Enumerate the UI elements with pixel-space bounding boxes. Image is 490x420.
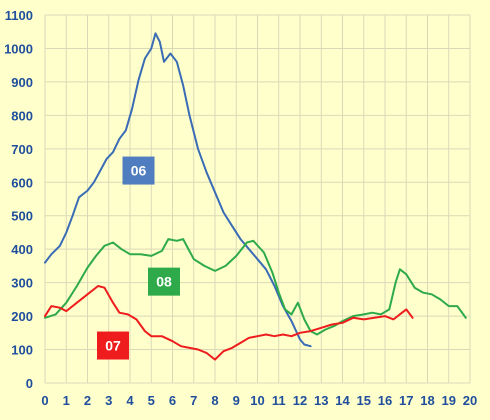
series-label-box — [148, 267, 180, 296]
x-tick-label: 0 — [41, 393, 48, 408]
series-line-06 — [44, 32, 312, 348]
x-tick-label: 3 — [105, 393, 112, 408]
series-label-text: 07 — [105, 338, 121, 354]
series-label-07: 07 — [97, 331, 129, 360]
y-tick-label: 800 — [11, 108, 33, 123]
x-tick-label: 20 — [463, 393, 477, 408]
y-tick-label: 600 — [11, 175, 33, 190]
axis-ticks: 0 1 2 3 4 5 6 7 8 9 10 11 12 13 14 15 16 17 18 19 2001002003… — [4, 8, 477, 408]
y-tick-label: 300 — [11, 276, 33, 291]
y-tick-label: 900 — [11, 75, 33, 90]
x-tick-label: 14 — [335, 393, 350, 408]
x-tick-label: 7 — [190, 393, 197, 408]
x-tick-label: 18 — [420, 393, 434, 408]
x-tick-label: 19 — [442, 393, 456, 408]
series-label-08: 08 — [148, 267, 180, 296]
series-label-box — [122, 156, 155, 185]
x-tick-label: 16 — [378, 393, 392, 408]
y-tick-label: 0 — [26, 376, 33, 391]
y-tick-label: 700 — [11, 142, 33, 157]
x-tick-label: 8 — [211, 393, 218, 408]
y-tick-label: 200 — [11, 309, 33, 324]
x-tick-label: 2 — [84, 393, 91, 408]
x-tick-label: 15 — [357, 393, 371, 408]
x-tick-label: 12 — [293, 393, 307, 408]
x-tick-label: 6 — [169, 393, 176, 408]
y-tick-label: 1100 — [5, 8, 33, 23]
x-tick-label: 4 — [126, 393, 134, 408]
x-tick-label: 13 — [314, 393, 328, 408]
x-tick-label: 1 — [63, 393, 70, 408]
x-tick-label: 9 — [233, 393, 240, 408]
series-labels: 06 08 07 — [97, 156, 180, 360]
series-label-text: 06 — [131, 163, 147, 179]
y-tick-label: 100 — [11, 343, 33, 358]
series-label-06: 06 — [122, 156, 155, 185]
x-tick-label: 10 — [250, 393, 264, 408]
x-tick-label: 5 — [148, 393, 155, 408]
grid — [44, 14, 471, 384]
series-label-text: 08 — [156, 274, 172, 290]
series-label-box — [97, 331, 129, 360]
series-lines — [44, 32, 467, 361]
y-tick-label: 500 — [11, 209, 33, 224]
y-tick-label: 400 — [11, 242, 33, 257]
series-line-08 — [44, 238, 467, 336]
y-tick-label: 1000 — [4, 41, 33, 56]
x-tick-label: 17 — [399, 393, 413, 408]
series-line-07 — [44, 285, 414, 361]
x-tick-label: 11 — [272, 393, 286, 408]
